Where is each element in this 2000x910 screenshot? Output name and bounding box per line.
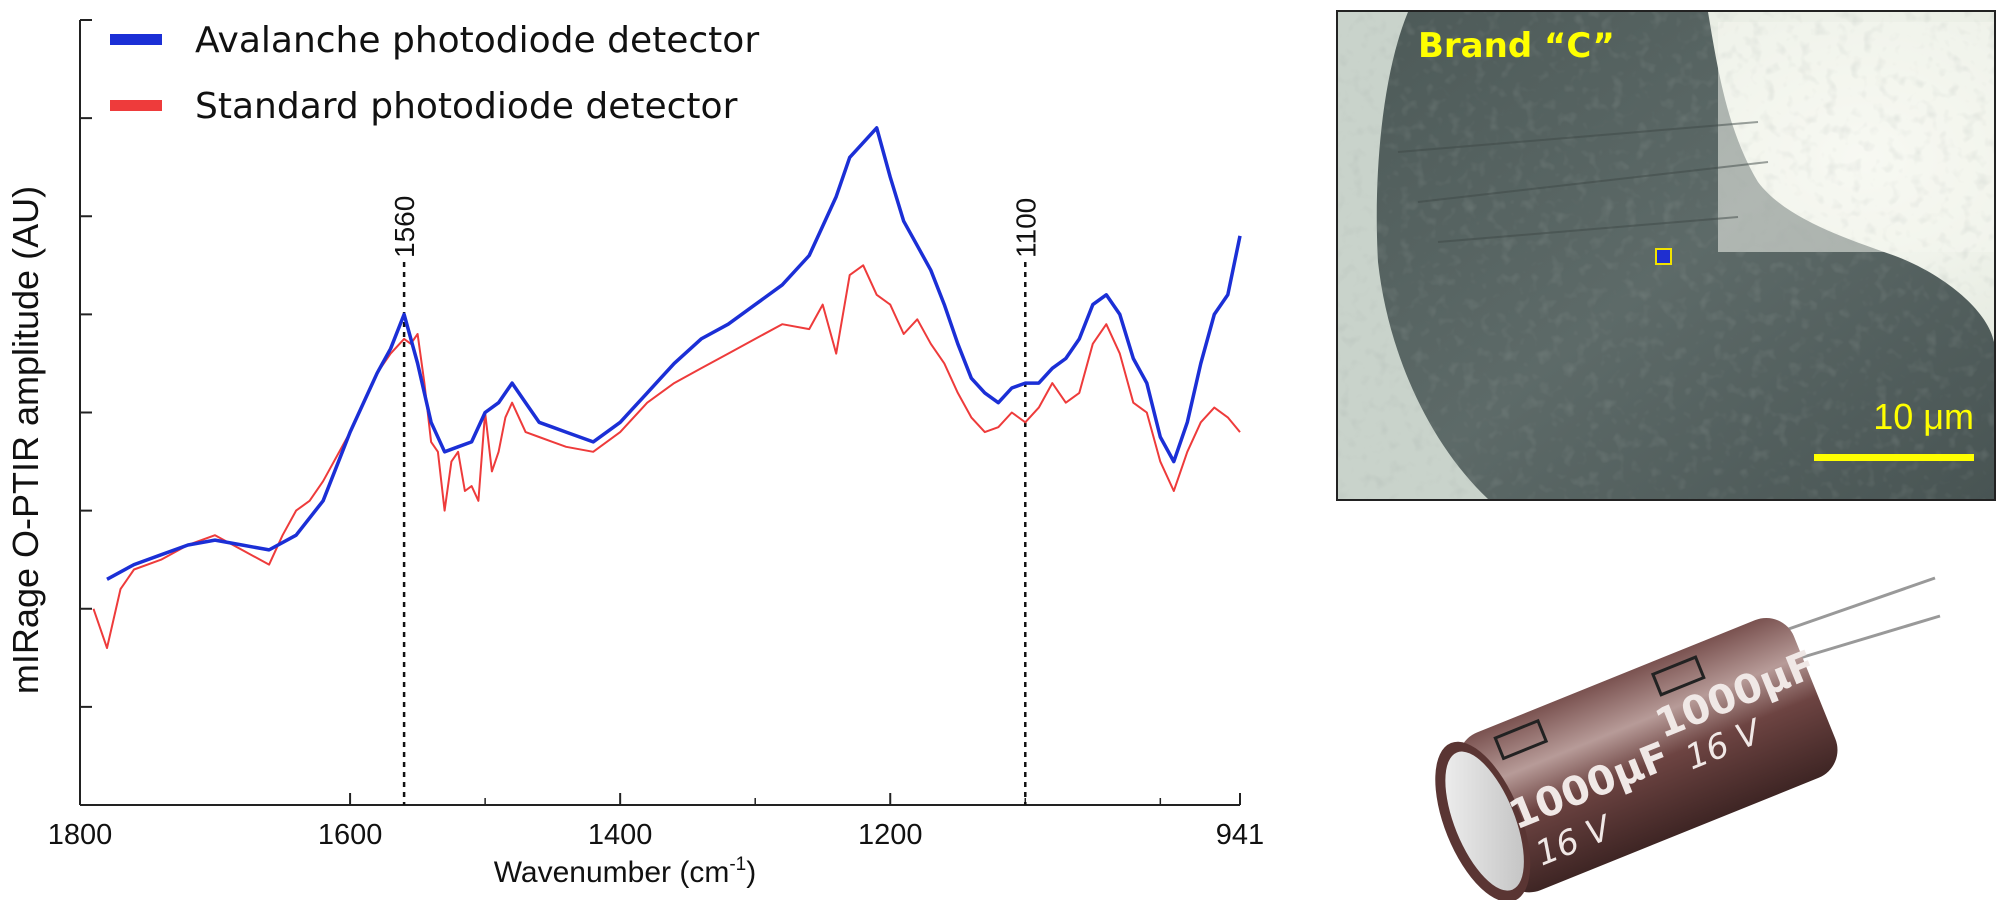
x-tick-label: 1400 [588,819,653,851]
micrograph-panel: Brand “C” 10 μm [1336,10,1996,501]
x-tick-label: 1600 [318,819,383,851]
x-tick-label: 1800 [48,819,113,851]
capacitor-lead [1779,576,1936,634]
measurement-marker [1655,248,1672,265]
chart-axes [79,20,1240,806]
x-axis-label: Wavenumber (cm-1) [494,854,757,889]
capacitor-lead [1799,614,1941,660]
legend: Avalanche photodiode detector Standard ph… [110,20,759,127]
x-tick-label: 1200 [858,819,923,851]
x-tick-label: 941 [1216,819,1264,851]
capacitor-body: 1000μF 16 V 1000μF 16 V [1435,617,1838,902]
y-axis-label: mIRage O-PTIR amplitude (AU) [5,186,46,694]
series-line-avalanche [106,126,1242,581]
x-axis-label-main: Wavenumber (cm [494,856,730,889]
brand-label: Brand “C” [1418,26,1615,66]
capacitor-illustration: 1000μF 16 V 1000μF 16 V [1435,576,1941,902]
scale-bar [1814,454,1974,461]
reference-label-1560: 1560 [389,196,420,258]
reference-lines: 1560 1100 [389,196,1041,805]
legend-swatch [110,34,162,45]
legend-label: Avalanche photodiode detector [195,20,759,61]
scratch-lines [1397,121,1769,243]
legend-swatch [110,100,162,111]
series-layer [92,126,1242,649]
legend-label: Standard photodiode detector [195,86,738,127]
chart-ticks: 1800 1600 1400 1200 941 [48,19,1264,851]
x-axis-label-close: ) [746,856,756,889]
spectrum-chart: 1800 1600 1400 1200 941 1560 1100 Avalanche p… [5,19,1264,889]
reference-label-1100: 1100 [1010,198,1041,258]
series-line-standard [92,264,1241,649]
scale-bar-label: 10 μm [1873,396,1974,437]
x-axis-label-sup: -1 [729,854,746,875]
capacitor-photo: 1000μF 16 V 1000μF 16 V [1420,560,1980,902]
